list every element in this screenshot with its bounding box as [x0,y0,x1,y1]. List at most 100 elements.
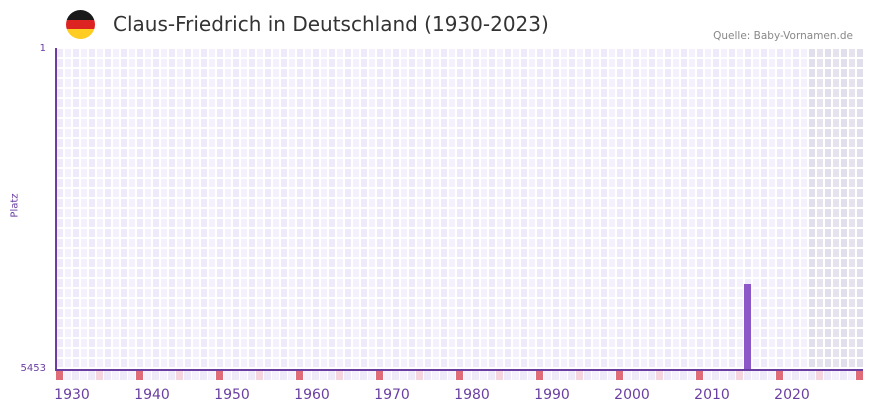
year-marker [632,371,639,380]
year-marker [728,371,735,380]
year-marker [344,371,351,380]
year-marker [312,371,319,380]
year-marker [688,371,695,380]
year-marker [376,371,383,380]
year-marker [776,371,783,380]
year-marker [384,371,391,380]
x-tick-label: 2010 [694,387,730,403]
year-marker [72,371,79,380]
y-tick-top: 1 [39,43,46,54]
year-marker [456,371,463,380]
year-marker [448,371,455,380]
year-marker [672,371,679,380]
year-marker [640,371,647,380]
year-marker [352,371,359,380]
year-marker [592,371,599,380]
year-marker [696,371,703,380]
year-marker [232,371,239,380]
year-marker [64,371,71,380]
year-marker [784,371,791,380]
year-marker [264,371,271,380]
year-marker [664,371,671,380]
year-marker [648,371,655,380]
year-marker [184,371,191,380]
year-marker [216,371,223,380]
year-marker [424,371,431,380]
year-marker [128,371,135,380]
year-marker [744,371,751,380]
year-marker [432,371,439,380]
chart-title: Claus-Friedrich in Deutschland (1930-202… [113,12,549,36]
y-axis-title: Platz [9,193,21,218]
year-marker [368,371,375,380]
x-tick-label: 1960 [294,387,330,403]
rank-bar [744,284,751,370]
year-marker [480,371,487,380]
x-tick-label: 2020 [774,387,810,403]
year-marker [608,371,615,380]
year-marker [96,371,103,380]
year-marker [400,371,407,380]
year-marker [624,371,631,380]
year-marker [584,371,591,380]
year-marker [824,371,831,380]
year-marker [168,371,175,380]
year-marker [336,371,343,380]
year-marker [544,371,551,380]
year-marker [496,371,503,380]
year-marker [600,371,607,380]
source-label: Quelle: Baby-Vornamen.de [713,30,853,42]
year-marker [808,371,815,380]
year-marker [680,371,687,380]
year-marker [440,371,447,380]
year-marker [856,371,863,380]
year-marker [248,371,255,380]
year-marker [280,371,287,380]
year-marker [832,371,839,380]
x-axis-line [55,369,863,371]
year-marker [656,371,663,380]
year-marker [56,371,63,380]
year-marker [488,371,495,380]
year-marker [136,371,143,380]
year-marker [256,371,263,380]
year-marker [120,371,127,380]
year-marker [272,371,279,380]
x-tick-label: 1950 [214,387,250,403]
year-marker [192,371,199,380]
plot-area [56,48,863,370]
year-marker [224,371,231,380]
x-tick-label: 1970 [374,387,410,403]
year-marker [848,371,855,380]
year-marker [104,371,111,380]
year-marker [720,371,727,380]
year-marker [176,371,183,380]
year-marker [552,371,559,380]
year-marker [328,371,335,380]
year-marker [560,371,567,380]
x-tick-label: 1980 [454,387,490,403]
year-marker [528,371,535,380]
year-marker [416,371,423,380]
year-marker [576,371,583,380]
year-marker [304,371,311,380]
year-marker [536,371,543,380]
year-marker [152,371,159,380]
year-marker [288,371,295,380]
year-marker [320,371,327,380]
year-marker [472,371,479,380]
y-tick-bottom: 5453 [20,363,46,374]
x-tick-label: 1930 [54,387,90,403]
year-marker [736,371,743,380]
x-tick-label: 1940 [134,387,170,403]
x-tick-label: 1990 [534,387,570,403]
year-marker [760,371,767,380]
year-marker [88,371,95,380]
year-marker [160,371,167,380]
year-marker [240,371,247,380]
year-marker [800,371,807,380]
year-marker [504,371,511,380]
year-marker [752,371,759,380]
year-marker [296,371,303,380]
grid-background [57,49,863,370]
